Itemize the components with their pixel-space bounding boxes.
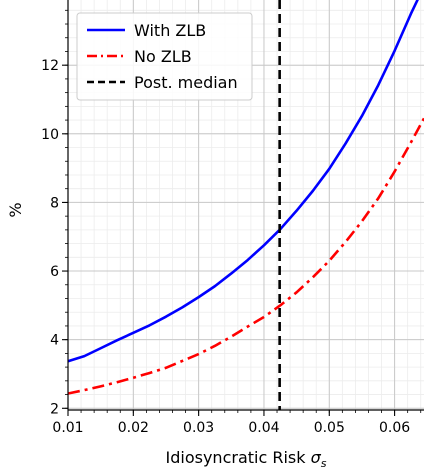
y-tick-label: 8 bbox=[50, 195, 59, 211]
x-tick-label: 0.03 bbox=[183, 420, 214, 436]
x-tick-label: 0.01 bbox=[52, 420, 83, 436]
x-tick-label: 0.04 bbox=[248, 420, 279, 436]
y-tick-label: 2 bbox=[50, 401, 59, 417]
legend-box bbox=[76, 12, 253, 101]
series-line-no-zlb bbox=[68, 117, 424, 395]
y-tick-label: 6 bbox=[50, 264, 59, 280]
legend: With ZLB No ZLB Post. median bbox=[76, 12, 253, 101]
y-axis-label: % bbox=[6, 202, 25, 217]
axes-layer: 0.01 0.02 0.03 0.04 0.05 0.06 2 4 6 8 10 12 bbox=[41, 0, 424, 436]
legend-label-no-zlb: No ZLB bbox=[134, 47, 192, 66]
x-axis-label-subscript: s bbox=[321, 457, 327, 467]
y-tick-label: 4 bbox=[50, 333, 59, 349]
x-tick-label: 0.02 bbox=[118, 420, 149, 436]
x-tick-label: 0.06 bbox=[379, 420, 410, 436]
x-axis-label: Idiosyncratic Risk σs bbox=[166, 448, 327, 467]
legend-label-post-median: Post. median bbox=[134, 73, 238, 92]
x-axis-label-symbol: σ bbox=[311, 448, 322, 467]
legend-label-with-zlb: With ZLB bbox=[134, 21, 206, 40]
y-tick-label: 10 bbox=[41, 127, 59, 143]
y-tick-label: 12 bbox=[41, 58, 59, 74]
x-tick-label: 0.05 bbox=[314, 420, 345, 436]
series-line-with-zlb bbox=[68, 0, 419, 363]
series-layer bbox=[68, 0, 424, 410]
